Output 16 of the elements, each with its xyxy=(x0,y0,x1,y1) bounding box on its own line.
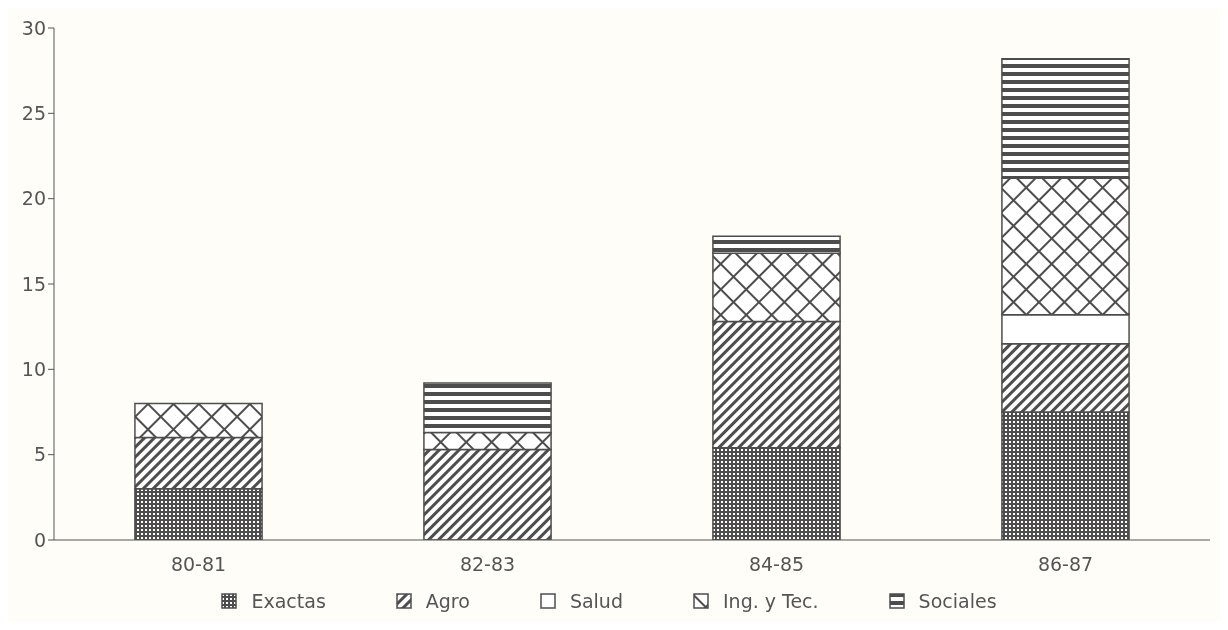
legend-label: Exactas xyxy=(250,590,326,612)
y-tick-label: 15 xyxy=(21,272,46,295)
y-tick-label: 25 xyxy=(21,102,46,125)
y-tick-label: 30 xyxy=(21,16,46,39)
y-tick-label: 0 xyxy=(33,528,46,551)
legend-label: Ing. y Tec. xyxy=(722,590,819,612)
legend-label: Agro xyxy=(424,590,470,612)
legend-label: Sociales xyxy=(917,590,997,612)
x-tick-label: 82-83 xyxy=(459,553,516,576)
x-tick-label: 80-81 xyxy=(170,553,227,576)
y-tick-label: 5 xyxy=(33,443,46,466)
x-tick-label: 84-85 xyxy=(748,553,805,576)
y-tick-label: 10 xyxy=(21,358,46,381)
y-tick-label: 20 xyxy=(21,187,46,210)
x-tick-label: 86-87 xyxy=(1037,553,1094,576)
legend-label: Salud xyxy=(568,590,623,612)
